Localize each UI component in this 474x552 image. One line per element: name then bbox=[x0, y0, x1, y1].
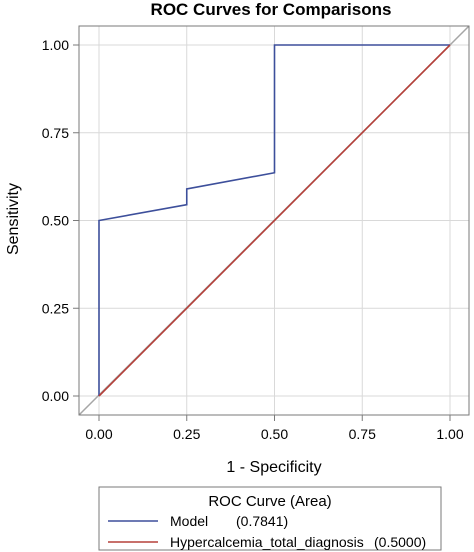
y-tick-label: 1.00 bbox=[42, 37, 69, 53]
series-group bbox=[98, 44, 451, 397]
x-axis-label: 1 - Specificity bbox=[226, 459, 321, 476]
y-tick-label: 0.00 bbox=[42, 388, 69, 404]
hypercalcemia-roc-line bbox=[98, 44, 451, 397]
legend-area-hypercalcemia: (0.5000) bbox=[374, 534, 426, 550]
legend: ROC Curve (Area) Model (0.7841) Hypercal… bbox=[98, 486, 442, 551]
tick-group: 0.00 0.00 0.25 0.25 0.50 0.50 0.75 0.75 1.00 1.00 bbox=[42, 37, 464, 442]
legend-label-model: Model bbox=[170, 513, 208, 529]
x-tick-label: 0.75 bbox=[349, 426, 376, 442]
x-tick-label: 0.25 bbox=[173, 426, 200, 442]
legend-area-model: (0.7841) bbox=[236, 513, 288, 529]
x-tick-label: 0.50 bbox=[261, 426, 288, 442]
chart-title: ROC Curves for Comparisons bbox=[151, 0, 392, 19]
x-tick-label: 1.00 bbox=[436, 426, 463, 442]
x-tick-label: 0.00 bbox=[85, 426, 112, 442]
legend-title: ROC Curve (Area) bbox=[208, 493, 331, 510]
legend-box bbox=[98, 486, 442, 551]
legend-label-hypercalcemia: Hypercalcemia_total_diagnosis bbox=[170, 534, 364, 550]
y-tick-label: 0.75 bbox=[42, 125, 69, 141]
model-roc-line bbox=[98, 44, 450, 396]
y-tick-label: 0.50 bbox=[42, 213, 69, 229]
y-tick-label: 0.25 bbox=[42, 300, 69, 316]
y-axis-label: Sensitivity bbox=[5, 183, 22, 255]
